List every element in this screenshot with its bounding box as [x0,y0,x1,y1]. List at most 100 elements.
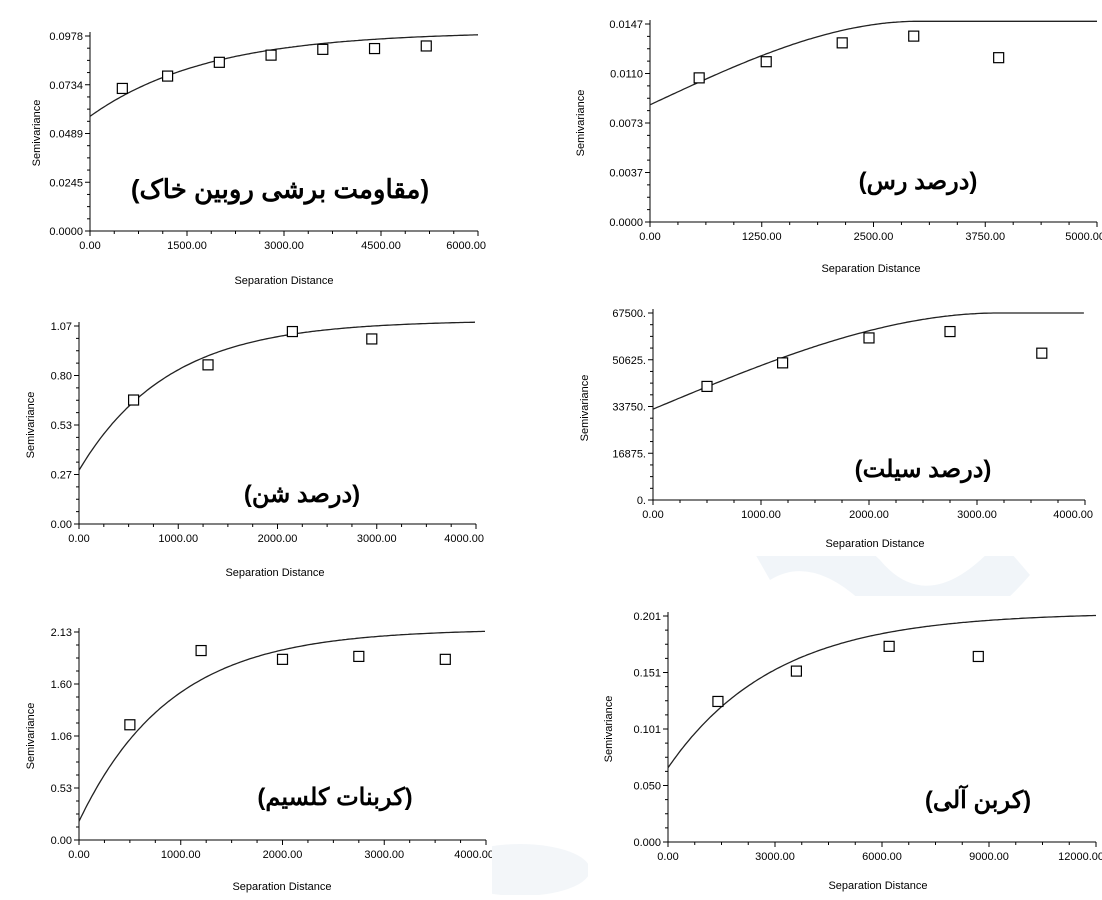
y-axis-label: Semivariance [575,90,587,157]
x-tick-label: 3750.00 [965,231,1005,243]
data-point [439,653,451,665]
y-tick-label: 1.07 [51,321,72,333]
y-tick-label: 0.0000 [609,217,643,229]
fitted-model-curve [78,630,485,822]
x-tick-label: 12000.00 [1058,851,1102,863]
x-axis-label: Separation Distance [225,567,324,579]
y-tick-label: 0.0734 [49,80,83,92]
x-tick-label: 2000.00 [263,849,303,861]
fitted-model-curve [89,34,479,117]
chart-title-label: (درصد سیلت) [855,456,992,484]
y-tick-label: 0.53 [51,783,72,795]
x-tick-label: 6000.00 [862,851,902,863]
x-axis-label: Separation Distance [232,881,331,893]
x-tick-label: 1000.00 [158,533,198,545]
x-tick-label: 3000.00 [357,533,397,545]
data-point [202,359,214,371]
data-point [1036,347,1048,359]
x-axis-label: Separation Distance [821,263,920,275]
x-tick-label: 6000.00 [446,240,486,252]
variogram-chart-1: 0.0000 0.0245 0.0489 0.0734 0.0978 0.00 1500.0… [31,31,486,287]
y-tick-label: 0.00 [51,835,72,847]
y-tick-label: 50625. [612,355,646,367]
data-point [195,644,207,657]
y-tick-label: 16875. [612,448,646,460]
data-point [265,49,277,61]
data-point [790,665,802,677]
data-point [701,380,713,393]
x-tick-label: 1000.00 [161,849,201,861]
data-point [276,653,289,665]
x-tick-label: 2000.00 [258,533,298,545]
variogram-chart-3: 0.00 0.27 0.53 0.80 1.07 0.00 1000.00 2000.00 30… [25,321,484,579]
data-point [993,52,1005,64]
data-point [127,394,140,406]
x-tick-label: 1250.00 [742,231,782,243]
data-point [162,70,174,82]
data-point [836,37,848,49]
y-tick-label: 0.101 [633,724,661,736]
y-tick-label: 1.06 [51,731,72,743]
y-tick-label: 0.151 [633,668,661,680]
x-tick-label: 0.00 [657,851,678,863]
x-tick-label: 0.00 [639,231,660,243]
y-axis-label: Semivariance [25,392,37,459]
y-tick-label: 0.27 [51,470,72,482]
variogram-panel-5: 0.00 0.53 1.06 1.60 2.13 0.00 1000.00 2000.00 30… [12,617,494,895]
data-point [317,43,329,55]
data-point [213,56,225,68]
data-point [353,650,365,663]
data-point [760,56,772,68]
y-tick-label: 0.000 [633,837,661,849]
x-axis-label: Separation Distance [828,880,927,892]
x-tick-label: 4000.00 [454,849,492,861]
data-point [944,325,956,338]
data-point [712,695,724,708]
data-point [777,357,789,369]
chart-title-label: (درصد شن) [244,481,360,509]
variogram-panel-4: 0. 16875. 33750. 50625. 67500. 0.00 1000.00 200… [568,293,1102,556]
x-axis-label: Separation Distance [825,538,924,550]
data-point [972,650,984,663]
y-tick-label: 2.13 [51,627,72,639]
variogram-chart-6: 0.000 0.050 0.101 0.151 0.201 0.00 3000.00 6000… [603,611,1102,892]
y-tick-label: 0.201 [633,611,661,623]
x-tick-label: 1000.00 [741,509,781,521]
x-tick-label: 5000.00 [1065,231,1102,243]
data-point [883,640,895,652]
data-point [116,82,128,95]
y-tick-label: 0.0110 [610,69,643,81]
x-axis-label: Separation Distance [234,275,333,287]
y-tick-label: 0.0147 [609,19,643,31]
y-axis-label: Semivariance [25,703,37,770]
chart-title-label: (مقاومت برشی روبین خاک) [131,174,429,205]
y-tick-label: 0.0978 [49,31,83,43]
fitted-model-curve [652,312,1084,410]
y-tick-label: 0.00 [51,519,72,531]
variogram-panel-6: 0.000 0.050 0.101 0.151 0.201 0.00 3000.00 6000… [588,596,1102,895]
x-tick-label: 4000.00 [1053,509,1093,521]
chart-title-label: (درصد رس) [859,168,978,196]
variogram-chart-4: 0. 16875. 33750. 50625. 67500. 0.00 1000.00 200… [579,308,1093,550]
data-point [863,332,875,344]
fitted-model-curve [78,321,476,471]
y-tick-label: 0.0489 [49,129,83,141]
chart-title-label: (کربنات کلسیم) [257,784,412,812]
y-axis-label: Semivariance [579,375,591,442]
x-tick-label: 2000.00 [849,509,889,521]
data-point [368,42,381,55]
y-tick-label: 0. [637,495,646,507]
y-tick-label: 67500. [612,308,646,320]
y-tick-label: 0.0000 [49,226,83,238]
y-axis-label: Semivariance [31,100,43,167]
y-tick-label: 0.050 [633,781,661,793]
data-point [908,30,920,42]
fitted-model-curve [667,614,1096,769]
data-point [420,40,432,52]
x-tick-label: 2500.00 [854,231,894,243]
chart-title-label: (کربن آلی) [925,784,1031,815]
x-tick-label: 3000.00 [264,240,304,252]
x-tick-label: 0.00 [68,533,89,545]
x-tick-label: 4500.00 [361,240,401,252]
variogram-chart-2: 0.0000 0.0037 0.0073 0.0110 0.0147 0.00 1250.0… [575,19,1102,275]
